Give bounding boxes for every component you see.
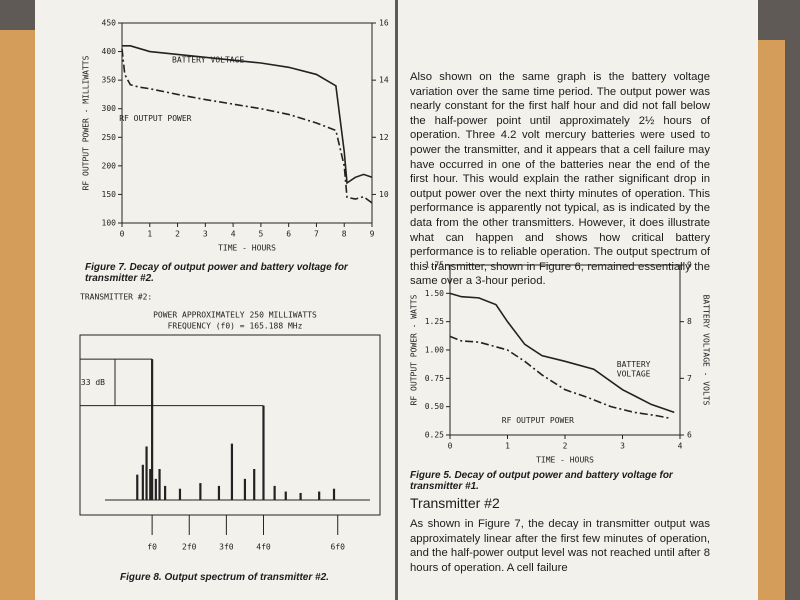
x-tick-label: 1 <box>505 442 510 451</box>
right-page <box>398 0 758 600</box>
y-tick-label: 350 <box>102 76 117 85</box>
y2-tick-label: 8 <box>687 317 692 326</box>
x-tick-label: 4 <box>231 230 236 239</box>
y-tick-label: 250 <box>102 133 117 142</box>
y-tick-label: 0.75 <box>425 374 444 383</box>
x-tick-label: 0 <box>448 442 453 451</box>
caption: Figure 7. Decay of output power and batt… <box>85 262 348 284</box>
x-tick-label: 1 <box>147 230 152 239</box>
y-tick-label: 450 <box>102 19 117 28</box>
caption: Figure 8. Output spectrum of transmitter… <box>120 572 329 583</box>
annotation: BATTERY VOLTAGE <box>172 56 244 65</box>
y2-tick-label: 10 <box>379 190 389 199</box>
caption: Figure 5. Decay of output power and batt… <box>410 470 673 492</box>
x-tick-label: 6f0 <box>331 543 346 552</box>
x-tick-label: f0 <box>147 543 157 552</box>
annotation: VOLTAGE <box>617 369 651 378</box>
y-axis-label: RF OUTPUT POWER - MILLIWATTS <box>82 55 91 190</box>
figure-8: TRANSMITTER #2:POWER APPROXIMATELY 250 M… <box>79 293 381 552</box>
x-tick-label: 5 <box>258 230 263 239</box>
y2-axis-label: BATTERY VOLTAGE - VOLTS <box>702 295 711 406</box>
x-tick-label: 8 <box>342 230 347 239</box>
series-line <box>122 45 373 185</box>
y2-tick-label: 7 <box>687 374 692 383</box>
y2-tick-label: 16 <box>379 19 389 28</box>
plot-frame <box>449 264 681 436</box>
y-tick-label: 0.50 <box>425 402 444 411</box>
y-axis-label: RF OUTPUT POWER - WATTS <box>410 294 419 405</box>
heading: Transmitter #2 <box>410 495 500 511</box>
x-axis-label: TIME - HOURS <box>536 456 594 465</box>
figure-5: 0.25 0.50 0.75 1.00 1.25 1.50 1.75 6 7 8 9 0 1 2 3 4 TIM… <box>410 261 711 465</box>
series-line <box>121 48 373 204</box>
x-tick-label: 9 <box>370 230 375 239</box>
series-line <box>449 292 675 414</box>
x-tick-label: 7 <box>314 230 319 239</box>
chart-title: TRANSMITTER #2: <box>80 293 152 302</box>
book-edge <box>0 30 40 600</box>
y-tick-label: 0.25 <box>425 431 444 440</box>
x-axis-label: TIME - HOURS <box>218 244 276 253</box>
x-tick-label: 2 <box>563 442 568 451</box>
annotation: BATTERY <box>617 360 651 369</box>
x-tick-label: 4f0 <box>256 543 271 552</box>
paragraph: Also shown on the same graph is the batt… <box>410 71 710 288</box>
x-tick-label: 3 <box>620 442 625 451</box>
x-tick-label: 2 <box>175 230 180 239</box>
y-tick-label: 1.25 <box>425 317 444 326</box>
y-tick-label: 100 <box>102 219 117 228</box>
y-tick-label: 200 <box>102 161 117 170</box>
y-tick-label: 400 <box>102 47 117 56</box>
x-tick-label: 4 <box>678 442 683 451</box>
y-tick-label: 1.75 <box>425 261 444 270</box>
x-tick-label: 3 <box>203 230 208 239</box>
y-tick-label: 1.50 <box>425 289 444 298</box>
x-tick-label: 2f0 <box>182 543 197 552</box>
annotation: RF OUTPUT POWER <box>119 114 191 123</box>
x-tick-label: 3f0 <box>219 543 234 552</box>
annotation: RF OUTPUT POWER <box>502 416 574 425</box>
y-tick-label: 1.00 <box>425 346 444 355</box>
y2-tick-label: 9 <box>687 261 692 270</box>
y-tick-label: 150 <box>102 190 117 199</box>
chart-subtitle: POWER APPROXIMATELY 250 MILLIWATTS <box>153 311 317 320</box>
y2-tick-label: 12 <box>379 133 389 142</box>
plot-frame <box>79 334 381 516</box>
book-edge <box>755 40 785 600</box>
y2-tick-label: 6 <box>687 431 692 440</box>
y2-tick-label: 14 <box>379 76 389 85</box>
paragraph: As shown in Figure 7, the decay in trans… <box>410 518 710 574</box>
annotation: 33 dB <box>81 378 105 387</box>
y-tick-label: 300 <box>102 104 117 113</box>
plot-frame <box>121 22 373 224</box>
series-line <box>449 335 669 419</box>
x-tick-label: 0 <box>120 230 125 239</box>
chart-subtitle: FREQUENCY (f0) = 165.188 MHz <box>168 322 303 331</box>
x-tick-label: 6 <box>286 230 291 239</box>
